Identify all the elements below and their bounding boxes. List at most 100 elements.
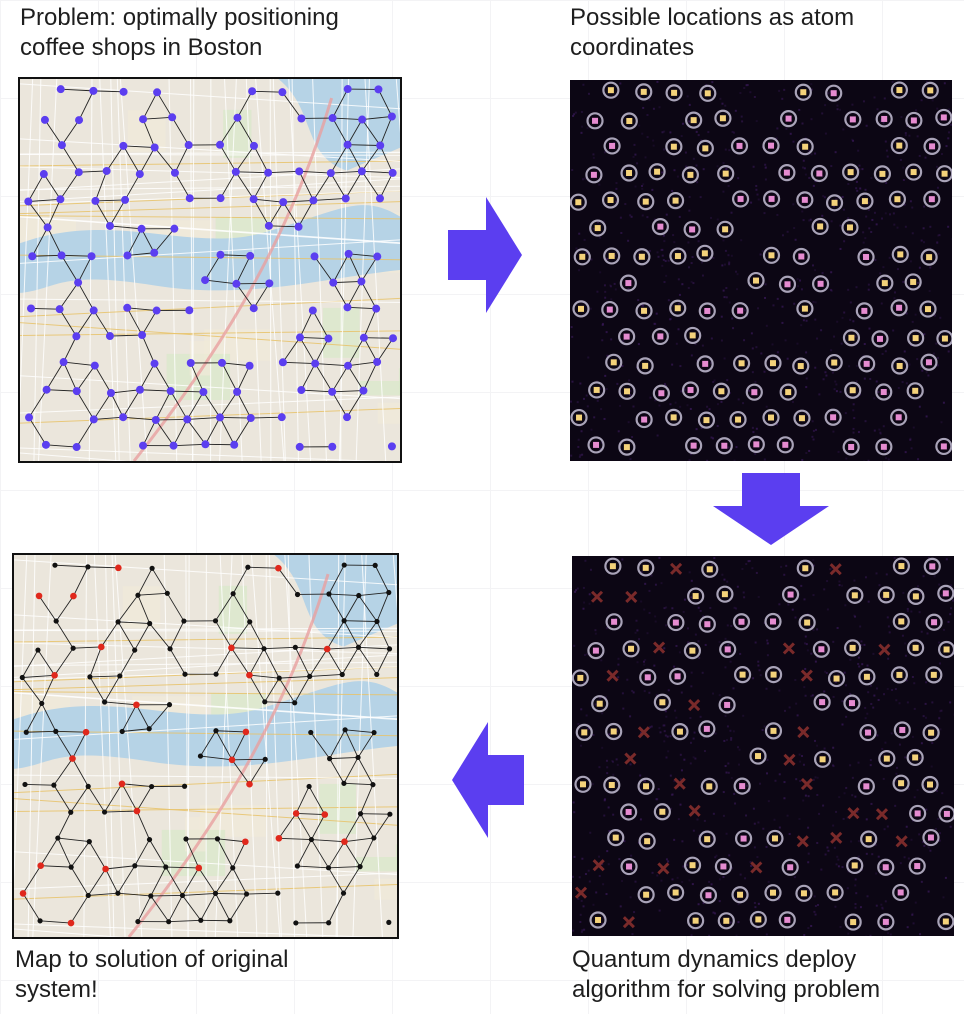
noise-pixel — [852, 409, 855, 412]
atom-dot — [644, 838, 651, 845]
graph-edge — [105, 865, 135, 870]
noise-pixel — [602, 883, 605, 886]
graph-edge — [53, 784, 72, 813]
noise-pixel — [688, 571, 691, 574]
noise-pixel — [571, 335, 574, 338]
graph-edge — [328, 564, 345, 595]
graph-edge — [347, 337, 365, 366]
noise-pixel — [583, 654, 586, 657]
atom-dot — [787, 864, 794, 871]
graph-node — [132, 863, 138, 869]
street — [287, 555, 296, 937]
graph-edge — [253, 172, 269, 200]
graph-edge — [344, 813, 361, 842]
atom-ring — [574, 775, 592, 793]
graph-edge — [104, 783, 123, 813]
noise-pixel — [922, 575, 925, 578]
graph-edge — [231, 647, 265, 650]
noise-pixel — [728, 301, 731, 304]
graph-edge — [77, 256, 92, 283]
noise-pixel — [938, 118, 941, 121]
graph-edge — [215, 593, 234, 622]
noise-pixel — [601, 712, 604, 715]
graph-edge — [70, 895, 89, 924]
graph-edge — [38, 595, 57, 622]
graph-node — [55, 305, 64, 314]
noise-pixel — [936, 364, 939, 367]
noise-pixel — [849, 764, 852, 767]
graph-node — [343, 303, 352, 312]
street — [83, 555, 88, 937]
atom-ring — [875, 438, 893, 456]
noise-pixel — [854, 878, 857, 881]
atom-dot — [770, 671, 777, 678]
graph-node — [170, 224, 179, 233]
noise-pixel — [590, 428, 593, 431]
noise-pixel — [785, 127, 788, 130]
atom-dot — [783, 169, 790, 176]
noise-pixel — [605, 893, 608, 896]
graph-node — [153, 88, 162, 97]
noise-pixel — [847, 231, 850, 234]
graph-node — [359, 386, 368, 395]
noise-pixel — [864, 420, 867, 423]
atom-dot — [577, 305, 584, 312]
graph-node — [28, 252, 37, 261]
graph-edge — [296, 812, 325, 815]
noise-pixel — [776, 297, 779, 300]
noise-pixel — [885, 457, 888, 460]
graph-edge — [312, 310, 329, 339]
noise-pixel — [658, 106, 661, 109]
atom-dot — [929, 143, 936, 150]
atom-dot — [894, 196, 901, 203]
graph-edge — [87, 786, 105, 813]
atom-ring — [715, 437, 733, 455]
noise-pixel — [707, 131, 710, 134]
atom-dot — [850, 919, 857, 926]
graph-node — [105, 332, 114, 341]
noise-pixel — [821, 112, 824, 115]
noise-pixel — [873, 397, 876, 400]
atom-dot — [612, 834, 619, 841]
graph-edge — [21, 677, 43, 704]
street — [250, 555, 281, 937]
noise-pixel — [695, 130, 698, 133]
noise-pixel — [816, 903, 819, 906]
noise-pixel — [854, 903, 857, 906]
noise-pixel — [920, 880, 923, 883]
graph-node — [149, 783, 155, 790]
caption-problem-line-2: coffee shops in Boston — [20, 34, 263, 61]
noise-pixel — [686, 95, 689, 98]
graph-edge — [360, 813, 375, 839]
noise-pixel — [847, 182, 850, 185]
atom-ring — [937, 584, 954, 602]
atom-ring — [891, 245, 909, 263]
street — [14, 559, 397, 586]
noise-pixel — [699, 609, 702, 612]
graph-node — [52, 562, 58, 568]
noise-pixel — [720, 315, 723, 318]
noise-pixel — [687, 641, 690, 644]
noise-pixel — [718, 900, 721, 903]
graph-edge — [168, 919, 201, 923]
graph-edge — [374, 565, 390, 593]
noise-pixel — [697, 134, 700, 137]
noise-pixel — [810, 153, 813, 156]
noise-pixel — [667, 332, 670, 335]
caption-solution-line-2: system! — [15, 976, 98, 1003]
street — [14, 677, 397, 691]
noise-pixel — [914, 901, 917, 904]
graph-node — [248, 87, 257, 96]
graph-edge — [55, 730, 87, 733]
noise-pixel — [811, 694, 814, 697]
noise-pixel — [652, 107, 655, 110]
noise-pixel — [870, 177, 873, 180]
atom-dot — [927, 87, 934, 94]
graph-node — [57, 141, 66, 150]
noise-pixel — [810, 924, 813, 927]
graph-edge — [76, 419, 95, 448]
noise-pixel — [728, 261, 731, 264]
noise-pixel — [754, 641, 757, 644]
noise-pixel — [686, 404, 689, 407]
atom-dot — [942, 918, 949, 925]
